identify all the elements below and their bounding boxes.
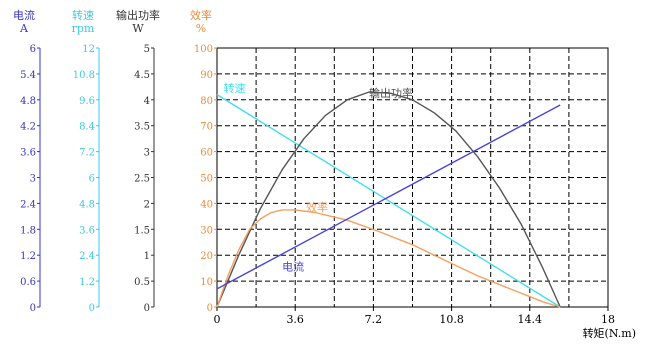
tick-label-speed: 6	[89, 174, 95, 185]
tick-label-power: 3	[144, 148, 150, 159]
axis-title-speed: 转速	[72, 8, 94, 22]
tick-label-efficiency: 0	[207, 303, 213, 314]
tick-label-speed: 7.2	[79, 148, 95, 159]
tick-label-speed: 12	[82, 44, 95, 55]
tick-label-current: 0	[30, 303, 36, 314]
tick-label-speed: 0	[89, 303, 95, 314]
series-label: 电流	[282, 260, 304, 274]
tick-label-power: 2	[144, 199, 150, 210]
tick-label-speed: 10.8	[73, 70, 95, 81]
tick-label-current: 3.6	[20, 148, 36, 159]
tick-label-current: 5.4	[20, 70, 36, 81]
axis-title-power: 输出功率	[116, 8, 160, 22]
tick-label-efficiency: 60	[200, 148, 213, 159]
tick-label-current: 4.2	[20, 122, 36, 133]
axis-unit-current: A	[19, 22, 29, 35]
series-line	[216, 209, 561, 308]
series-line	[216, 94, 561, 308]
tick-label-efficiency: 10	[200, 277, 213, 288]
x-tick-label: 10.8	[439, 313, 464, 326]
tick-label-speed: 3.6	[79, 225, 95, 236]
tick-label-power: 1	[144, 251, 150, 262]
x-tick-label: 3.6	[286, 313, 304, 326]
tick-label-efficiency: 40	[200, 199, 213, 210]
tick-label-current: 1.8	[20, 225, 36, 236]
x-tick-label: 18	[601, 313, 615, 326]
curves	[216, 91, 561, 308]
tick-label-power: 0	[144, 303, 150, 314]
x-tick-label: 0	[214, 313, 221, 326]
axis-title-efficiency: 效率	[190, 8, 212, 22]
axis-unit-efficiency: %	[196, 22, 206, 35]
tick-label-speed: 2.4	[79, 251, 95, 262]
axes: 00.61.21.82.433.64.24.85.46电流A01.22.43.6…	[13, 8, 636, 340]
axis-title-current: 电流	[13, 8, 35, 22]
tick-label-speed: 8.4	[79, 122, 95, 133]
tick-label-current: 2.4	[20, 199, 36, 210]
tick-label-efficiency: 100	[194, 44, 213, 55]
tick-label-speed: 4.8	[79, 199, 95, 210]
tick-label-current: 3	[30, 174, 36, 185]
x-axis-label: 转矩(N.m)	[583, 326, 636, 340]
tick-label-power: 2.5	[134, 174, 150, 185]
tick-label-efficiency: 20	[200, 251, 213, 262]
tick-label-current: 6	[30, 44, 36, 55]
tick-label-power: 4	[144, 96, 150, 107]
series-line	[216, 104, 561, 290]
series-label: 输出功率	[369, 86, 413, 100]
x-tick-label: 14.4	[518, 313, 543, 326]
tick-label-current: 1.2	[20, 251, 36, 262]
x-tick-label: 7.2	[365, 313, 383, 326]
tick-label-efficiency: 50	[200, 174, 213, 185]
tick-label-speed: 9.6	[79, 96, 95, 107]
tick-label-efficiency: 90	[200, 70, 213, 81]
series-line	[216, 91, 561, 308]
tick-label-efficiency: 30	[200, 225, 213, 236]
tick-label-current: 0.6	[20, 277, 36, 288]
series-label: 转速	[224, 81, 246, 95]
tick-label-current: 4.8	[20, 96, 36, 107]
tick-label-power: 4.5	[134, 70, 150, 81]
axis-unit-speed: rpm	[72, 22, 95, 35]
axis-unit-power: W	[132, 22, 144, 35]
tick-label-power: 3.5	[134, 122, 150, 133]
tick-label-power: 0.5	[134, 277, 150, 288]
series-label: 效率	[306, 200, 328, 214]
tick-label-speed: 1.2	[79, 277, 95, 288]
tick-label-power: 5	[144, 44, 150, 55]
tick-label-efficiency: 80	[200, 96, 213, 107]
tick-label-power: 1.5	[134, 225, 150, 236]
tick-label-efficiency: 70	[200, 122, 213, 133]
